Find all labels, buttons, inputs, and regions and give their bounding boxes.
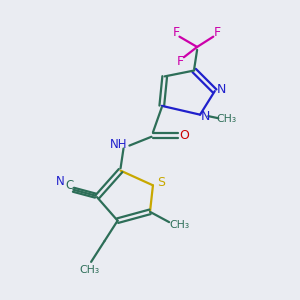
Text: N: N [201,110,210,123]
Text: NH: NH [110,138,128,151]
Text: F: F [176,55,184,68]
Text: S: S [157,176,165,189]
Text: N: N [56,175,64,188]
Text: CH₃: CH₃ [80,265,100,275]
Text: CH₃: CH₃ [169,220,190,230]
Text: CH₃: CH₃ [217,114,237,124]
Text: N: N [217,83,226,96]
Text: F: F [172,26,179,39]
Text: C: C [65,179,74,192]
Text: F: F [214,26,221,39]
Text: O: O [179,129,189,142]
